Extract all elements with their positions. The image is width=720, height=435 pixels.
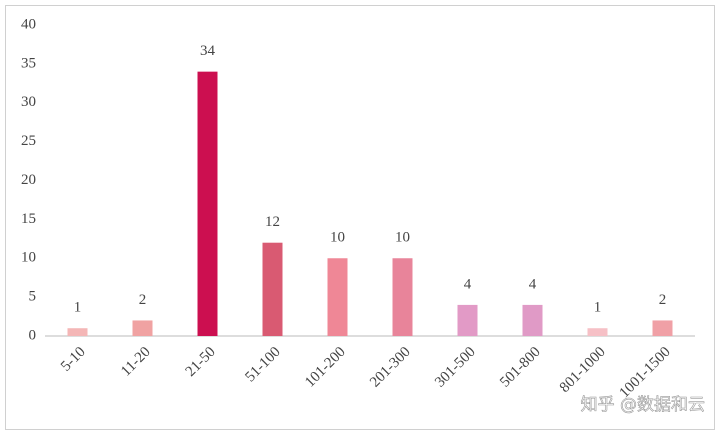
bar [327, 258, 348, 336]
bar [457, 304, 478, 336]
data-label: 10 [330, 230, 345, 246]
data-label: 2 [659, 292, 667, 308]
y-tick-label: 30 [21, 94, 36, 110]
y-tick-label: 25 [21, 133, 36, 149]
bar [197, 71, 218, 337]
bar [67, 328, 88, 336]
data-label: 10 [395, 230, 410, 246]
y-tick-label: 35 [21, 55, 36, 71]
bar [132, 320, 153, 336]
data-label: 12 [265, 214, 280, 230]
data-label: 2 [139, 292, 147, 308]
bar [587, 328, 608, 336]
y-tick-label: 20 [21, 172, 36, 188]
bar [392, 258, 413, 336]
bar [522, 304, 543, 336]
chart-border [5, 5, 715, 430]
data-label: 1 [74, 300, 82, 316]
watermark: 知乎 @数据和云 [581, 395, 705, 415]
data-label: 1 [594, 300, 602, 316]
data-label: 4 [464, 276, 472, 292]
y-tick-label: 0 [29, 327, 37, 343]
data-label: 34 [200, 43, 216, 59]
y-tick-label: 40 [21, 16, 36, 32]
y-tick-label: 15 [21, 211, 36, 227]
y-tick-label: 5 [29, 289, 37, 305]
bar [262, 242, 283, 336]
data-label: 4 [529, 276, 537, 292]
y-tick-label: 10 [21, 250, 36, 266]
bar [652, 320, 673, 336]
